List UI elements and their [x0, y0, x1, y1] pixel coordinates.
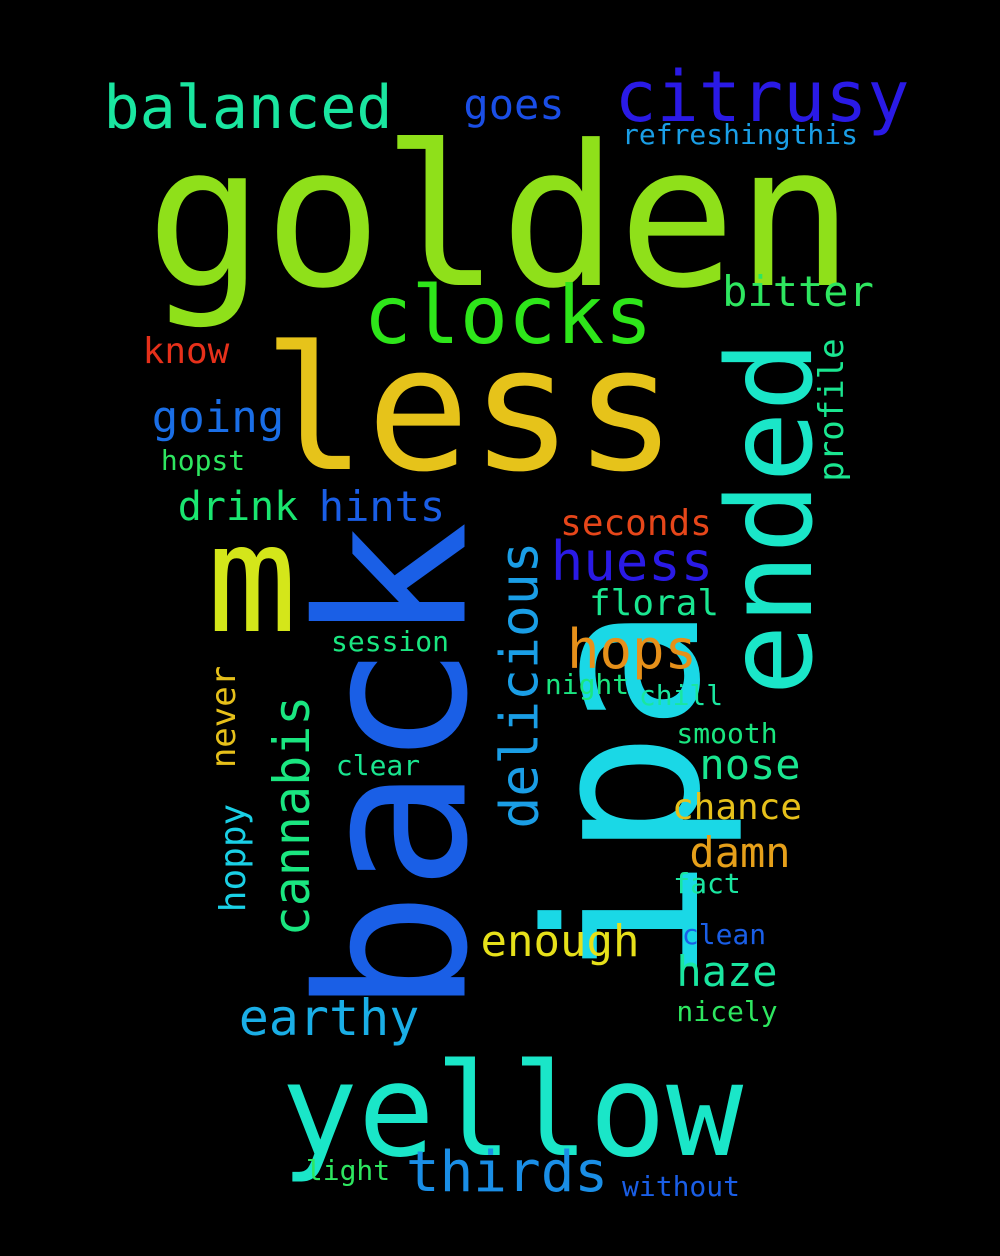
word-night: night [544, 668, 630, 701]
word-bitter: bitter [722, 267, 874, 316]
word-smooth: smooth [676, 717, 778, 750]
word-clean: clean [681, 918, 767, 951]
word-session: session [330, 625, 450, 658]
word-going: going [151, 392, 285, 443]
word-cannabis: cannabis [263, 695, 321, 937]
word-nicely: nicely [676, 995, 778, 1028]
word-hopst: hopst [160, 444, 246, 477]
word-never: never [204, 665, 244, 769]
word-without: without [621, 1170, 741, 1203]
word-know: know [142, 331, 230, 372]
word-goes: goes [463, 80, 565, 129]
word-clocks: clocks [363, 269, 653, 362]
word-clear: clear [335, 749, 421, 782]
word-nose: nose [699, 740, 801, 789]
word-chill: chill [638, 679, 724, 712]
word-huess: huess [550, 530, 714, 593]
word-m: m [206, 493, 298, 667]
word-floral: floral [588, 583, 720, 624]
word-fact: fact [673, 867, 741, 900]
word-delicious: delicious [489, 541, 551, 829]
word-golden: golden [145, 104, 855, 332]
word-chance: chance [671, 787, 803, 828]
word-yellow: yellow [280, 1037, 744, 1186]
word-hints: hints [318, 482, 446, 531]
word-less: less [262, 309, 678, 510]
word-haze: haze [676, 947, 778, 996]
word-profile: profile [812, 338, 852, 482]
word-light: light [305, 1154, 391, 1187]
word-hoppy: hoppy [213, 803, 254, 913]
word-hops: hops [566, 618, 698, 681]
word-earthy: earthy [238, 989, 420, 1047]
word-thirds: thirds [405, 1140, 609, 1205]
word-enough: enough [480, 916, 640, 967]
word-seconds: seconds [560, 503, 712, 544]
word-refreshingthis: refreshingthis [621, 118, 859, 151]
word-drink: drink [177, 484, 299, 530]
word-damn: damn [689, 828, 791, 877]
word-balanced: balanced [103, 73, 393, 143]
word-citrusy: citrusy [614, 56, 910, 138]
